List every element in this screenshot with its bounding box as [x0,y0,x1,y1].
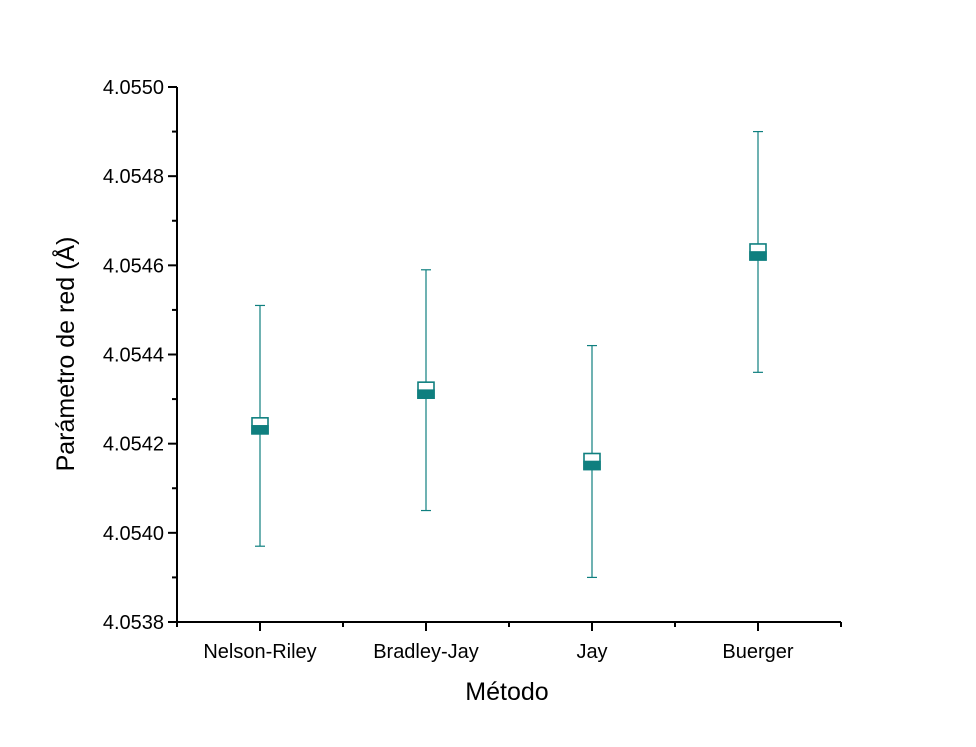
data-point-fill [417,389,435,399]
y-tick-label: 4.0544 [103,345,164,367]
x-tick-label: Nelson-Riley [203,641,316,663]
data-point-fill [583,460,601,471]
data-point-fill [749,251,767,261]
y-axis-ticks: 4.0538 4.0540 4.0542 4.0544 4.0546 4.0548 4.05… [103,77,177,634]
y-tick-label: 4.0548 [103,166,164,188]
y-tick-label: 4.0550 [103,77,164,99]
y-tick-label: 4.0538 [103,612,164,634]
y-tick-label: 4.0540 [103,523,164,545]
data-points [251,130,767,579]
y-tick-label: 4.0542 [103,434,164,456]
x-tick-label: Bradley-Jay [373,641,479,663]
x-axis-ticks: Nelson-Riley Bradley-Jay Jay Buerger [176,622,842,663]
x-tick-label: Jay [576,641,607,663]
y-axis-title: Parámetro de red (Å) [50,237,80,472]
x-tick-label: Buerger [722,641,793,663]
data-point-fill [251,425,269,435]
x-axis-title: Método [465,678,548,706]
axes [176,87,841,623]
y-tick-label: 4.0546 [103,255,164,277]
